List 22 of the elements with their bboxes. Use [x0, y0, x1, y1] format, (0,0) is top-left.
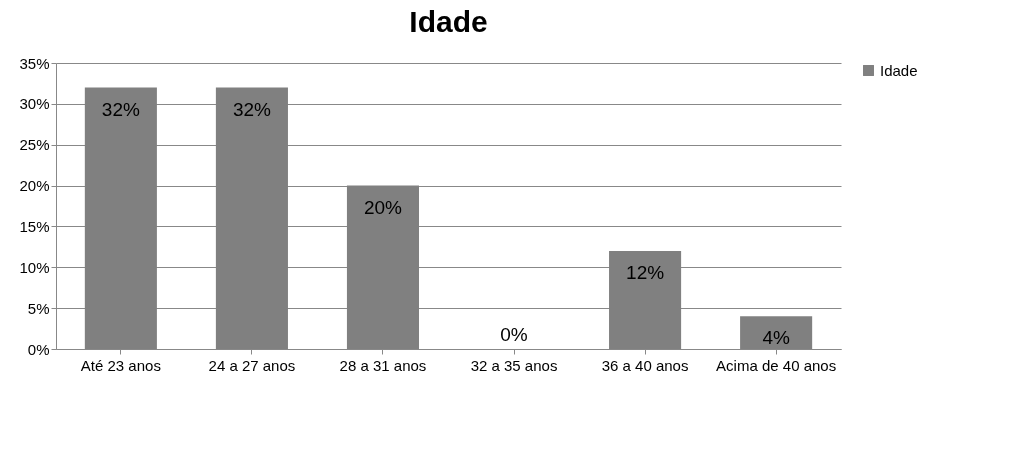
y-tick-label: 0%: [27, 340, 50, 358]
y-tick-label: 20%: [19, 177, 50, 195]
data-label: 0%: [500, 324, 528, 345]
y-tick-label: 15%: [19, 217, 50, 235]
data-label: 32%: [101, 98, 140, 120]
y-tick-label: 30%: [19, 95, 50, 113]
x-tick-label: 36 a 40 anos: [601, 356, 689, 374]
x-tick-label: Acima de 40 anos: [716, 356, 837, 374]
y-tick-label: 10%: [19, 258, 50, 276]
x-tick-label: 24 a 27 anos: [208, 356, 296, 374]
y-tick-label: 5%: [27, 299, 50, 317]
y-tick-label: 35%: [19, 54, 50, 72]
data-label: 20%: [363, 196, 403, 218]
legend-label: Idade: [880, 61, 918, 79]
chart-title: Idade: [409, 5, 488, 38]
y-tick-label: 25%: [19, 136, 50, 154]
x-tick-label: 28 a 31 anos: [339, 356, 427, 374]
data-label: 4%: [762, 327, 790, 349]
x-tick-label: 32 a 35 anos: [470, 356, 558, 374]
data-label: 12%: [626, 261, 665, 283]
x-tick-label: Até 23 anos: [80, 356, 161, 374]
data-label: 32%: [232, 98, 272, 120]
